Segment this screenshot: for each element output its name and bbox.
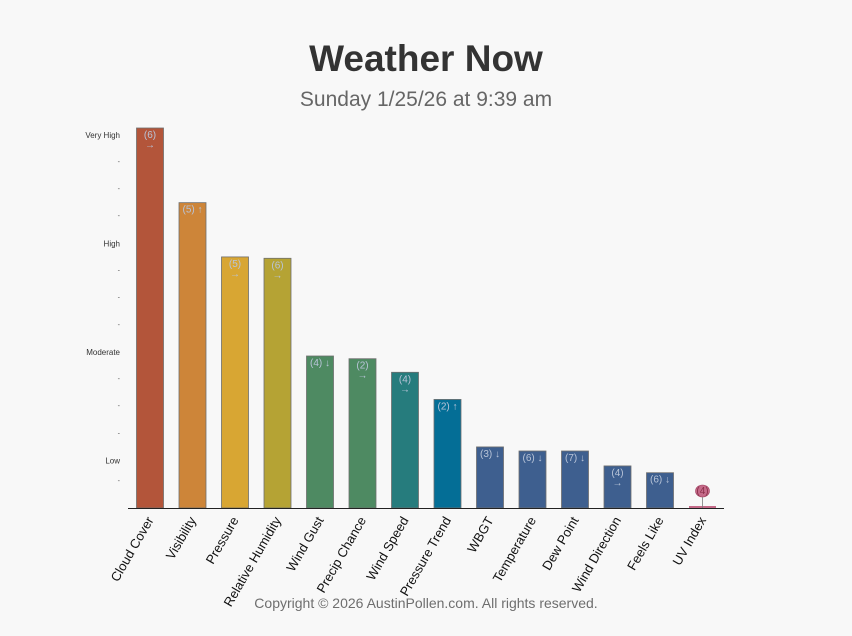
bars — [136, 127, 716, 509]
bar — [348, 358, 377, 509]
bar-labels: (6)→(5) ↑(5)→(6)→(4) ↓ (2)→ (4)→(2) ↑(3) ↓… — [144, 130, 709, 497]
x-tick-label: UV Index — [669, 514, 709, 568]
bar-trend-arrow: → — [230, 269, 240, 280]
y-minor-tick: - — [118, 213, 121, 220]
bar — [433, 399, 462, 509]
bar — [391, 371, 419, 509]
bar-value-label: (2) — [356, 361, 368, 372]
bar-value-label: (7) ↓ — [565, 453, 585, 464]
bar — [263, 257, 292, 509]
y-minor-tick: - — [118, 159, 121, 166]
x-tick-label: Wind Speed — [363, 514, 411, 583]
bar-value-label: (6) ↓ — [650, 475, 670, 486]
bar-value-label: (6) — [144, 130, 156, 141]
x-tick-label: Pressure — [203, 514, 242, 567]
bar — [136, 127, 164, 509]
y-axis: Low Moderate High Very High - - - - - - - - - - — [85, 131, 120, 485]
bar-value-label: (6) — [271, 260, 283, 271]
bar — [221, 256, 249, 509]
y-minor-tick: - — [118, 322, 121, 329]
bar-value-label: (4) — [696, 486, 708, 497]
bar-value-label: (5) ↑ — [183, 205, 203, 216]
bar — [178, 202, 207, 509]
x-tick-label: Dew Point — [539, 514, 582, 573]
bar-trend-arrow: → — [145, 140, 155, 151]
x-tick-label: Visibility — [163, 514, 200, 562]
bar-value-label: (4) ↓ — [310, 358, 330, 369]
bar-trend-arrow: → — [613, 478, 623, 489]
y-minor-tick: - — [118, 295, 121, 302]
x-tick-label: Cloud Cover — [107, 513, 156, 584]
chart-title: Weather Now — [309, 38, 543, 79]
y-minor-tick: - — [118, 186, 121, 193]
copyright-notice: Copyright © 2026 AustinPollen.com. All r… — [254, 595, 598, 611]
x-tick-label: Temperature — [490, 514, 539, 585]
bar — [306, 355, 334, 509]
bar-trend-arrow: → — [400, 384, 410, 395]
x-tick-label: Wind Gust — [283, 514, 327, 574]
bar-value-label: (4) — [399, 374, 411, 385]
y-minor-tick: - — [118, 376, 121, 383]
bar-trend-arrow: → — [358, 371, 368, 382]
bar-value-label: (6) ↓ — [523, 453, 543, 464]
x-tick-label: Feels Like — [624, 514, 667, 573]
y-tick-label: Low — [105, 457, 120, 466]
y-tick-label: Very High — [85, 131, 120, 140]
bar-value-label: (4) — [611, 468, 623, 479]
bar-value-label: (3) ↓ — [480, 449, 500, 460]
bar-trend-arrow: → — [273, 270, 283, 281]
y-minor-tick: - — [118, 430, 121, 437]
bar-value-label: (5) — [229, 259, 241, 270]
y-tick-label: Moderate — [86, 348, 120, 357]
x-tick-label: WBGT — [464, 514, 497, 555]
y-minor-tick: - — [118, 268, 121, 275]
y-tick-label: High — [104, 239, 120, 248]
y-minor-tick: - — [118, 403, 121, 410]
y-minor-tick: - — [118, 478, 121, 485]
chart-subtitle: Sunday 1/25/26 at 9:39 am — [299, 88, 553, 111]
bar-value-label: (2) ↑ — [438, 401, 458, 412]
